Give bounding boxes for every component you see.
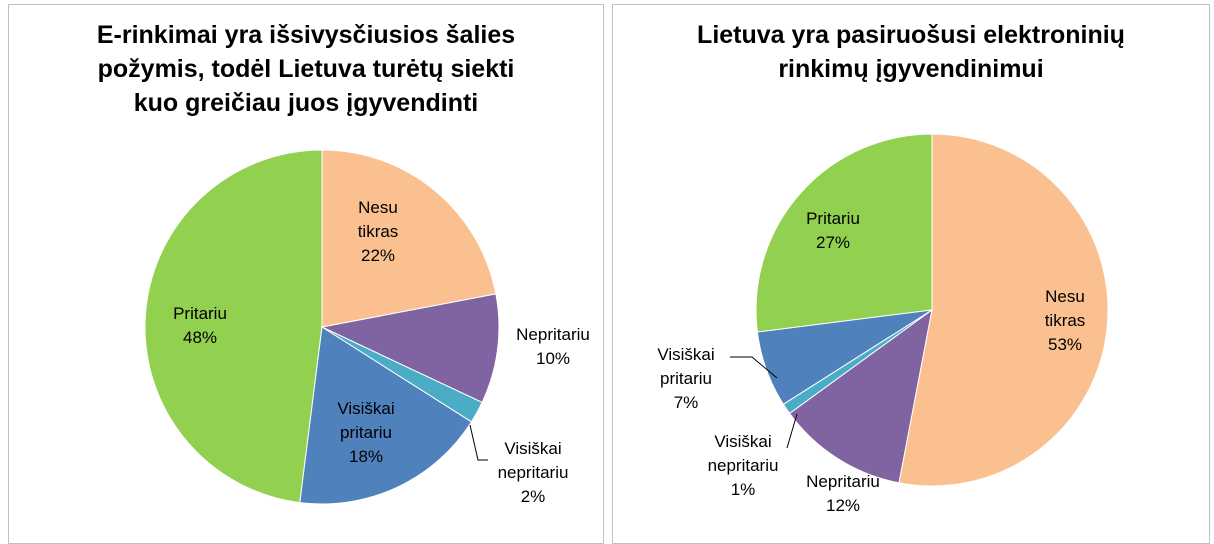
category-label: Visiškai pritariu [657,345,715,388]
category-label: Visiškai nepritariu [707,432,779,475]
pie-slice [898,133,1109,487]
leader-line [469,424,488,461]
category-label: Nepritariu [516,325,590,344]
category-label: Pritariu [173,304,227,323]
slice-label: Pritariu 27% [793,207,873,255]
category-label: Nepritariu [806,472,880,491]
leader-line [730,356,778,379]
pie-slice [755,133,933,333]
pie-slice [144,149,323,504]
pie-slice [320,293,500,404]
category-label: Nesu tikras [1044,287,1086,330]
chart-title: Lietuva yra pasiruošusi elektroninių rin… [697,21,1125,83]
value-label: 7% [673,393,699,412]
value-label: 53% [1047,335,1083,354]
category-label: Nesu tikras [357,198,399,241]
pie-slice [321,149,497,328]
category-label: Visiškai nepritariu [497,439,569,482]
slice-label: Visiškai nepritariu 2% [483,437,583,509]
value-label: 10% [535,349,571,368]
category-label: Visiškai pritariu [337,399,395,442]
category-label: Pritariu [806,209,860,228]
slice-label: Nepritariu 10% [503,323,603,371]
value-label: 18% [348,447,384,466]
slice-label: Nesu tikras 22% [348,196,408,268]
value-label: 22% [360,246,396,265]
value-label: 2% [520,487,546,506]
value-label: 1% [730,480,756,499]
slice-label: Nesu tikras 53% [1035,285,1095,357]
value-label: 27% [815,233,851,252]
slice-label: Pritariu 48% [160,302,240,350]
slice-label: Nepritariu 12% [793,470,893,518]
slice-label: Visiškai nepritariu 1% [693,430,793,502]
value-label: 48% [182,328,218,347]
value-label: 12% [825,496,861,515]
chart-title: E-rinkimai yra išsivysčiusios šalies pož… [96,21,516,117]
slice-label: Visiškai pritariu 7% [636,343,736,415]
pie-slice [299,326,473,505]
slice-label: Visiškai pritariu 18% [316,397,416,469]
leader-line [786,413,798,449]
